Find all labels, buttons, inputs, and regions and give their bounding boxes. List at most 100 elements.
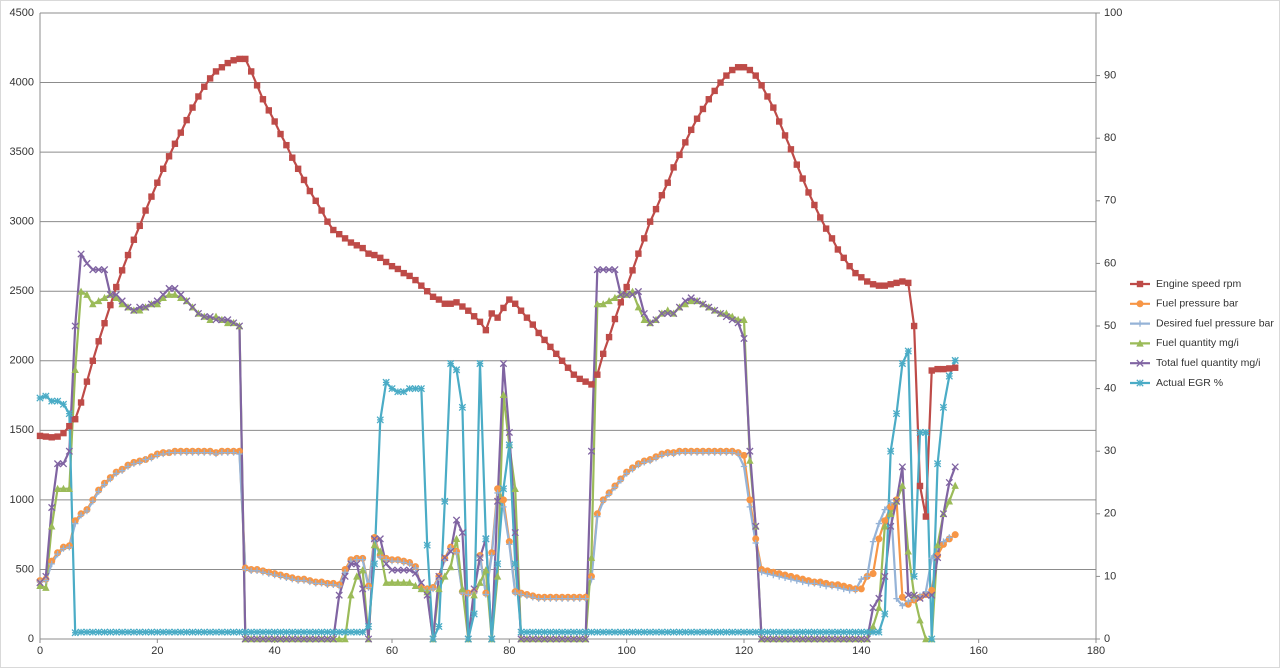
data-point xyxy=(863,628,871,636)
data-point xyxy=(916,594,924,602)
y2-tick-label: 30 xyxy=(1104,445,1116,457)
data-point xyxy=(664,450,671,458)
data-point xyxy=(195,449,202,456)
data-point xyxy=(289,575,296,583)
data-point xyxy=(247,635,255,643)
data-point xyxy=(112,628,120,636)
data-point xyxy=(253,567,261,575)
data-point xyxy=(388,262,396,270)
data-point xyxy=(628,291,637,299)
data-point xyxy=(107,301,114,309)
legend-label: Desired fuel pressure bar xyxy=(1156,317,1274,329)
data-point xyxy=(752,539,759,547)
data-point xyxy=(863,635,871,643)
data-point xyxy=(840,254,847,262)
data-point xyxy=(746,447,754,455)
data-point xyxy=(758,82,765,89)
data-point xyxy=(892,497,901,505)
data-point xyxy=(529,628,537,636)
data-point xyxy=(359,628,367,636)
data-point xyxy=(905,279,912,287)
data-point xyxy=(329,635,337,643)
data-point xyxy=(411,569,420,577)
data-point xyxy=(242,55,249,63)
data-point xyxy=(594,371,601,378)
data-point xyxy=(323,635,332,643)
data-point xyxy=(335,591,343,599)
data-point xyxy=(775,635,783,643)
data-point xyxy=(141,303,150,311)
data-point xyxy=(42,392,50,400)
data-point xyxy=(810,635,819,643)
data-point xyxy=(734,628,742,636)
data-point xyxy=(417,579,425,587)
data-point xyxy=(100,628,109,636)
data-point xyxy=(635,250,642,257)
data-point xyxy=(458,403,467,412)
data-point xyxy=(470,591,478,599)
data-point xyxy=(570,595,578,602)
data-point xyxy=(376,535,384,543)
data-point xyxy=(106,628,115,636)
data-point xyxy=(353,572,361,580)
data-point xyxy=(95,488,102,495)
data-point xyxy=(776,573,783,580)
data-point xyxy=(488,552,495,559)
data-point xyxy=(687,296,695,305)
data-point xyxy=(846,587,853,594)
data-point xyxy=(165,628,173,636)
data-point xyxy=(529,635,537,643)
data-point xyxy=(201,83,208,90)
data-point xyxy=(188,303,197,311)
data-point xyxy=(470,610,478,618)
data-point xyxy=(851,635,860,643)
data-point xyxy=(218,316,226,324)
data-point xyxy=(705,628,713,636)
data-point xyxy=(382,378,390,386)
data-point xyxy=(658,452,666,459)
data-point xyxy=(400,566,408,574)
data-point xyxy=(253,635,261,643)
data-point xyxy=(124,463,132,470)
data-point xyxy=(746,456,754,464)
data-point xyxy=(787,635,795,643)
data-point xyxy=(600,498,607,505)
data-point xyxy=(171,284,179,293)
data-point xyxy=(864,278,871,285)
data-point xyxy=(576,628,584,636)
data-point xyxy=(65,447,73,455)
data-point xyxy=(635,461,642,469)
data-point xyxy=(48,397,56,405)
data-point xyxy=(324,218,331,225)
data-point xyxy=(922,635,930,643)
data-point xyxy=(834,584,842,591)
data-point xyxy=(113,283,120,291)
data-point xyxy=(71,629,79,637)
data-point xyxy=(66,422,73,430)
data-point xyxy=(652,454,660,462)
data-point xyxy=(928,635,936,643)
data-point xyxy=(817,581,824,588)
data-point xyxy=(265,635,273,643)
data-point xyxy=(376,547,384,555)
data-point xyxy=(171,628,179,636)
data-point xyxy=(200,312,208,321)
data-point xyxy=(493,497,502,505)
data-point xyxy=(899,602,906,609)
data-point xyxy=(347,591,355,599)
data-point xyxy=(435,584,443,593)
data-point xyxy=(160,450,167,458)
data-point xyxy=(277,573,284,580)
data-point xyxy=(60,545,67,552)
data-point xyxy=(705,449,712,456)
data-point xyxy=(453,299,460,306)
data-point xyxy=(405,578,414,586)
data-point xyxy=(294,165,302,173)
data-point xyxy=(558,595,566,602)
data-point xyxy=(300,635,308,643)
data-point xyxy=(283,574,290,581)
y2-tick-label: 20 xyxy=(1104,508,1116,520)
data-point xyxy=(183,297,191,305)
data-point xyxy=(939,510,948,518)
data-point xyxy=(916,616,924,624)
